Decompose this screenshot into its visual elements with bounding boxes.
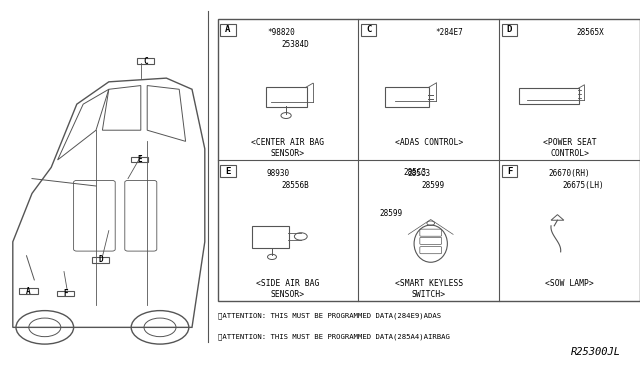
FancyBboxPatch shape <box>137 58 154 64</box>
FancyBboxPatch shape <box>220 24 236 36</box>
Text: C: C <box>143 57 148 65</box>
FancyBboxPatch shape <box>220 165 236 177</box>
Text: D: D <box>507 25 512 34</box>
Text: CONTROL>: CONTROL> <box>550 149 589 158</box>
Text: 28599: 28599 <box>380 209 403 218</box>
FancyBboxPatch shape <box>57 291 74 296</box>
Text: E: E <box>137 155 141 164</box>
Text: R25300JL: R25300JL <box>571 347 621 357</box>
Text: <SIDE AIR BAG: <SIDE AIR BAG <box>256 279 320 288</box>
Text: SENSOR>: SENSOR> <box>271 290 305 299</box>
Text: 285C3: 285C3 <box>403 168 426 177</box>
Text: <SOW LAMP>: <SOW LAMP> <box>545 279 594 288</box>
Text: *284E7: *284E7 <box>436 28 463 37</box>
FancyBboxPatch shape <box>19 288 38 294</box>
Text: C: C <box>366 25 371 34</box>
Text: 26675(LH): 26675(LH) <box>563 181 604 190</box>
FancyBboxPatch shape <box>502 165 517 177</box>
FancyBboxPatch shape <box>92 257 109 263</box>
Text: <POWER SEAT: <POWER SEAT <box>543 138 596 147</box>
FancyBboxPatch shape <box>502 24 517 36</box>
Text: *98820: *98820 <box>267 28 294 37</box>
Text: ※ATTENTION: THIS MUST BE PROGRAMMED DATA(284E9)ADAS: ※ATTENTION: THIS MUST BE PROGRAMMED DATA… <box>218 312 441 319</box>
Text: <SMART KEYLESS: <SMART KEYLESS <box>395 279 463 288</box>
Text: 25384D: 25384D <box>281 40 308 49</box>
Text: A: A <box>26 287 31 296</box>
Text: 285C3: 285C3 <box>408 169 431 178</box>
Text: 28599: 28599 <box>422 181 445 190</box>
Text: A: A <box>225 25 230 34</box>
Text: SWITCH>: SWITCH> <box>412 290 446 299</box>
FancyBboxPatch shape <box>131 157 148 162</box>
Text: SENSOR>: SENSOR> <box>271 149 305 158</box>
FancyBboxPatch shape <box>361 24 376 36</box>
Text: F: F <box>63 289 68 298</box>
Text: <ADAS CONTROL>: <ADAS CONTROL> <box>395 138 463 147</box>
Text: E: E <box>225 167 230 176</box>
Text: <CENTER AIR BAG: <CENTER AIR BAG <box>252 138 324 147</box>
Bar <box>218 19 640 301</box>
Text: 28556B: 28556B <box>281 181 308 190</box>
Text: ※ATTENTION: THIS MUST BE PROGRAMMED DATA(285A4)AIRBAG: ※ATTENTION: THIS MUST BE PROGRAMMED DATA… <box>218 333 449 340</box>
Text: D: D <box>99 255 103 264</box>
Text: 26670(RH): 26670(RH) <box>548 169 590 178</box>
Text: 98930: 98930 <box>267 169 290 178</box>
Text: F: F <box>507 167 512 176</box>
Text: 28565X: 28565X <box>577 28 604 37</box>
